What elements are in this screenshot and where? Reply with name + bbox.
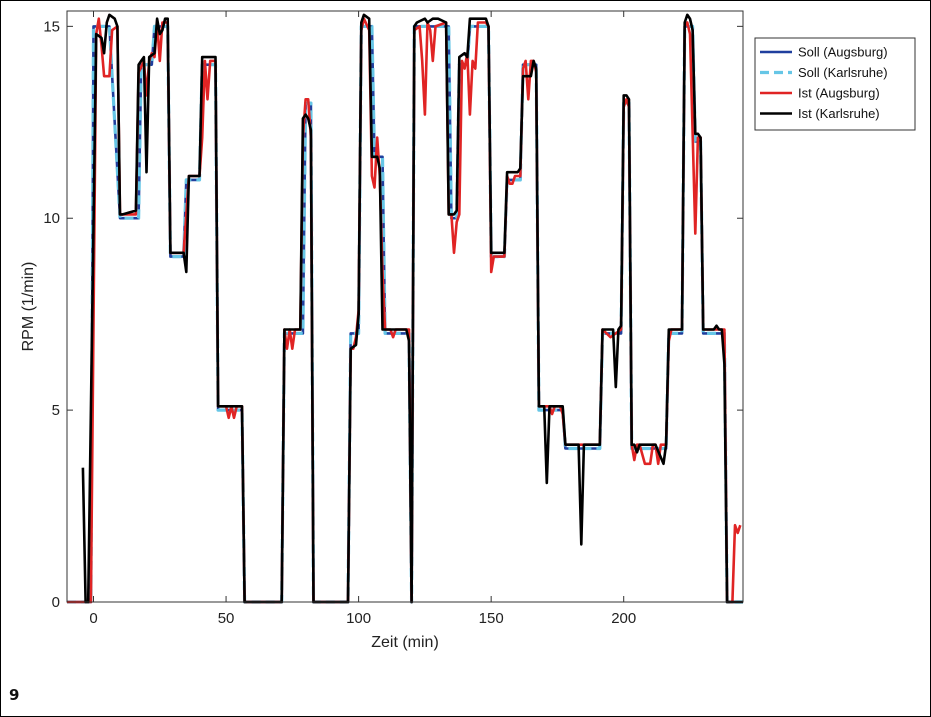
legend-label-3: Ist (Karlsruhe)	[798, 106, 880, 121]
legend: Soll (Augsburg) Soll (Karlsruhe) Ist (Augs…	[754, 37, 916, 131]
x-tick-label: 150	[479, 610, 504, 627]
x-tick-label: 200	[611, 610, 636, 627]
y-axis-label: RPM (1/min)	[20, 262, 37, 352]
legend-label-0: Soll (Augsburg)	[798, 45, 888, 60]
x-axis-label: Zeit (min)	[371, 634, 439, 651]
y-tick-label: 0	[52, 594, 60, 611]
x-tick-label: 100	[346, 610, 371, 627]
legend-box	[754, 37, 916, 131]
y-tick-label: 5	[52, 402, 60, 419]
figure-number: 9	[9, 686, 20, 704]
y-tick-label: 10	[43, 210, 60, 227]
series-line-3	[81, 13, 743, 604]
legend-label-2: Ist (Augsburg)	[798, 86, 880, 101]
axes-box	[66, 10, 744, 603]
y-tick-label: 15	[43, 18, 60, 35]
legend-label-1: Soll (Karlsruhe)	[798, 65, 888, 80]
axes-group: 0 50 100 150 200 0 5 10 15	[43, 10, 744, 627]
x-tick-label: 0	[89, 610, 97, 627]
x-tick-label: 50	[218, 610, 235, 627]
